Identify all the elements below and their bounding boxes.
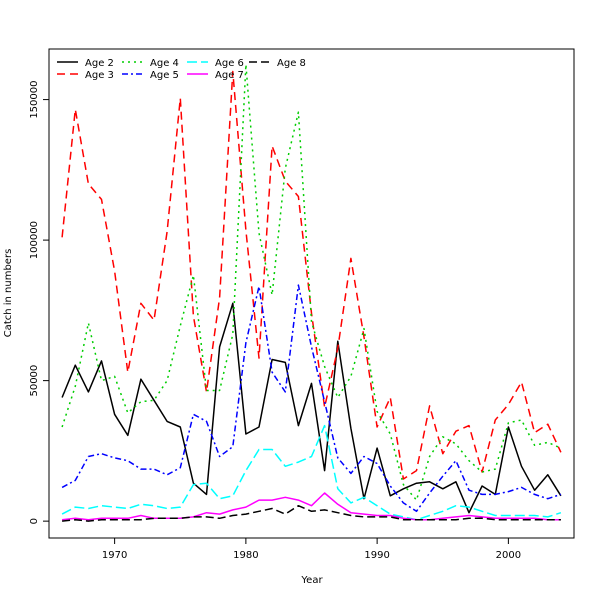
- series-layer: [61, 63, 562, 522]
- series-line-age-5: [61, 284, 562, 513]
- series-line-age-6: [61, 424, 562, 521]
- legend-label: Age 3: [85, 70, 114, 81]
- series-line-age-7: [62, 492, 561, 521]
- plot-frame: [48, 48, 575, 539]
- series-line-age-8: [62, 504, 561, 522]
- legend-label: Age 7: [215, 70, 244, 81]
- y-axis: 0 50000 100000 150000: [29, 80, 49, 524]
- x-axis-label: Year: [300, 575, 323, 586]
- legend-label: Age 2: [85, 58, 114, 69]
- series-line-age-4: [61, 63, 562, 501]
- x-tick-label: 2000: [496, 550, 521, 561]
- series-line-age-2: [61, 302, 562, 514]
- series-line-age-3: [61, 70, 562, 480]
- y-tick-label: 0: [29, 518, 40, 524]
- y-axis-label: Catch in numbers: [3, 249, 14, 338]
- x-tick-label: 1990: [364, 550, 389, 561]
- legend-label: Age 8: [277, 58, 306, 69]
- x-axis: 1970 1980 1990 2000: [102, 538, 521, 561]
- y-tick-label: 50000: [29, 365, 40, 397]
- x-tick-label: 1970: [102, 550, 127, 561]
- x-tick-label: 1980: [233, 550, 258, 561]
- legend-label: Age 5: [150, 70, 179, 81]
- y-tick-label: 100000: [29, 221, 40, 259]
- y-tick-label: 150000: [29, 80, 40, 118]
- legend-label: Age 4: [150, 58, 179, 69]
- legend-label: Age 6: [215, 58, 244, 69]
